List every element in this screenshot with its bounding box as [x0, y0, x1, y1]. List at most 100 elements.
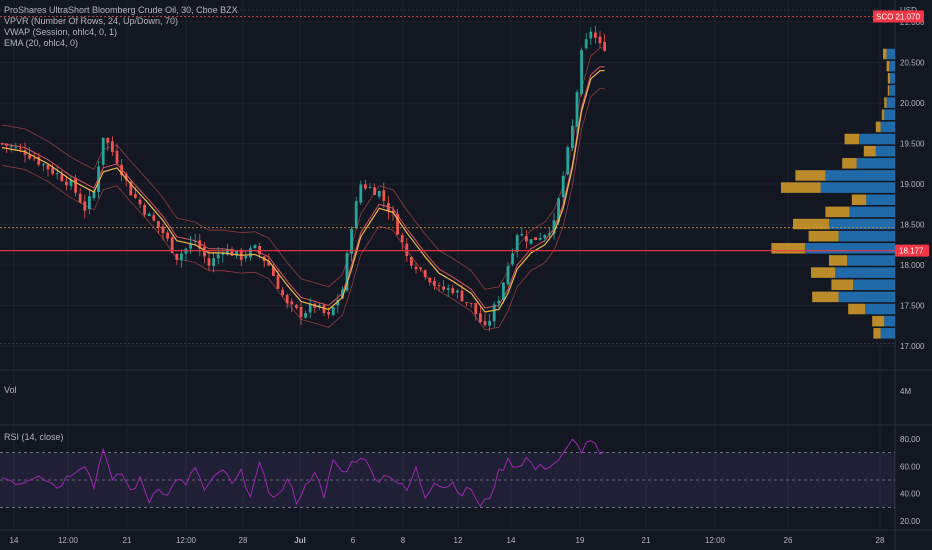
candle-body — [111, 141, 114, 153]
price-tick-label: 19.000 — [900, 180, 925, 189]
legend-ema[interactable]: EMA (20, ohlc4, 0) — [4, 38, 79, 48]
vp-down-bar — [880, 121, 895, 133]
candle-body — [520, 234, 524, 236]
candle-body — [525, 235, 528, 242]
candle-body — [575, 92, 579, 127]
candle-body — [552, 220, 556, 234]
candle-body — [207, 258, 211, 266]
candle-body — [253, 244, 257, 249]
candle-body — [405, 243, 409, 256]
candle-body — [387, 202, 390, 212]
vp-up-bar — [884, 97, 887, 108]
candle-body — [46, 164, 50, 170]
candle-body — [203, 246, 206, 257]
vp-down-bar — [853, 279, 895, 291]
candle-body — [350, 228, 353, 254]
vp-up-bar — [883, 48, 887, 60]
vp-down-bar — [886, 97, 895, 108]
candle-body — [170, 237, 174, 253]
candle-body — [299, 307, 303, 318]
cursor-price-tag — [895, 244, 929, 257]
candle-body — [60, 174, 64, 182]
candle-body — [433, 280, 436, 286]
time-tick-label: 8 — [401, 536, 406, 545]
candle-body — [175, 253, 179, 260]
vp-down-bar — [890, 73, 895, 84]
vp-down-bar — [838, 291, 895, 303]
vp-up-bar — [812, 291, 839, 303]
vp-up-bar — [848, 303, 865, 315]
candle-body — [28, 155, 31, 159]
candle-body — [368, 187, 372, 189]
price-tick-label: 19.500 — [900, 140, 925, 149]
candle-body — [598, 36, 602, 44]
candle-body — [345, 253, 349, 291]
candle-body — [88, 196, 91, 210]
candle-body — [308, 304, 312, 313]
candle-body — [32, 158, 36, 160]
volume-profile — [771, 48, 895, 339]
last-price-tag-text: SCO 21.070 — [876, 12, 921, 21]
candle-body — [152, 215, 156, 221]
price-tick-label: 21.000 — [900, 18, 925, 27]
candle-body — [161, 226, 165, 234]
candle-body — [285, 295, 289, 304]
candle-body — [364, 184, 367, 189]
candle-body — [400, 235, 404, 243]
candle-body — [515, 235, 519, 252]
vp-up-bar — [886, 60, 889, 72]
time-tick-label: 28 — [239, 536, 248, 545]
candle-body — [497, 300, 501, 304]
price-tick-label: 20.000 — [900, 99, 925, 108]
legend-title: ProShares UltraShort Bloomberg Crude Oil… — [4, 5, 238, 15]
vp-down-bar — [886, 48, 895, 60]
price-tick-label: 18.500 — [900, 221, 925, 230]
candle-body — [23, 150, 27, 155]
candle-body — [65, 181, 68, 186]
candle-body — [414, 266, 418, 270]
vp-up-bar — [887, 85, 889, 96]
time-tick-label: 19 — [576, 536, 585, 545]
candle-body — [9, 145, 13, 147]
last-price-tag — [873, 10, 924, 23]
rsi-tick-label: 60.00 — [900, 462, 921, 471]
candlesticks — [0, 26, 606, 332]
candle-body — [295, 304, 298, 308]
candle-body — [538, 237, 542, 240]
candle-body — [78, 193, 82, 203]
candle-body — [580, 50, 583, 95]
vp-down-bar — [820, 182, 895, 193]
vp-down-bar — [889, 85, 895, 96]
vp-up-bar — [863, 145, 876, 157]
candle-body — [180, 253, 183, 261]
vp-up-bar — [872, 315, 885, 327]
vp-up-bar — [851, 194, 867, 206]
vp-up-bar — [829, 255, 847, 266]
legend-vwap[interactable]: VWAP (Session, ohlc4, 0, 1) — [4, 27, 118, 37]
candle-body — [235, 250, 238, 256]
candle-body — [92, 191, 96, 199]
candle-body — [143, 204, 146, 215]
candle-body — [244, 256, 248, 259]
volume-tick-label: 4M — [900, 387, 911, 396]
legend-rsi[interactable]: RSI (14, close) — [4, 432, 64, 442]
candle-body — [157, 220, 160, 228]
time-tick-label: 21 — [123, 536, 132, 545]
vp-up-bar — [831, 279, 853, 291]
candle-body — [83, 201, 87, 211]
vp-down-bar — [880, 328, 895, 339]
candle-body — [101, 137, 105, 165]
candle-body — [120, 164, 123, 176]
candle-body — [115, 150, 119, 164]
indicator-lines — [1, 70, 605, 313]
time-tick-label: 14 — [10, 536, 19, 545]
legend-vol[interactable]: Vol — [4, 385, 17, 395]
time-tick-label: 21 — [642, 536, 651, 545]
vp-down-bar — [884, 315, 895, 327]
vp-up-bar — [781, 182, 821, 193]
legend-vpvr[interactable]: VPVR (Number Of Rows, 24, Up/Down, 70) — [4, 16, 179, 26]
candle-body — [336, 299, 340, 306]
cursor-price-tag-text: 18.177 — [899, 247, 924, 256]
